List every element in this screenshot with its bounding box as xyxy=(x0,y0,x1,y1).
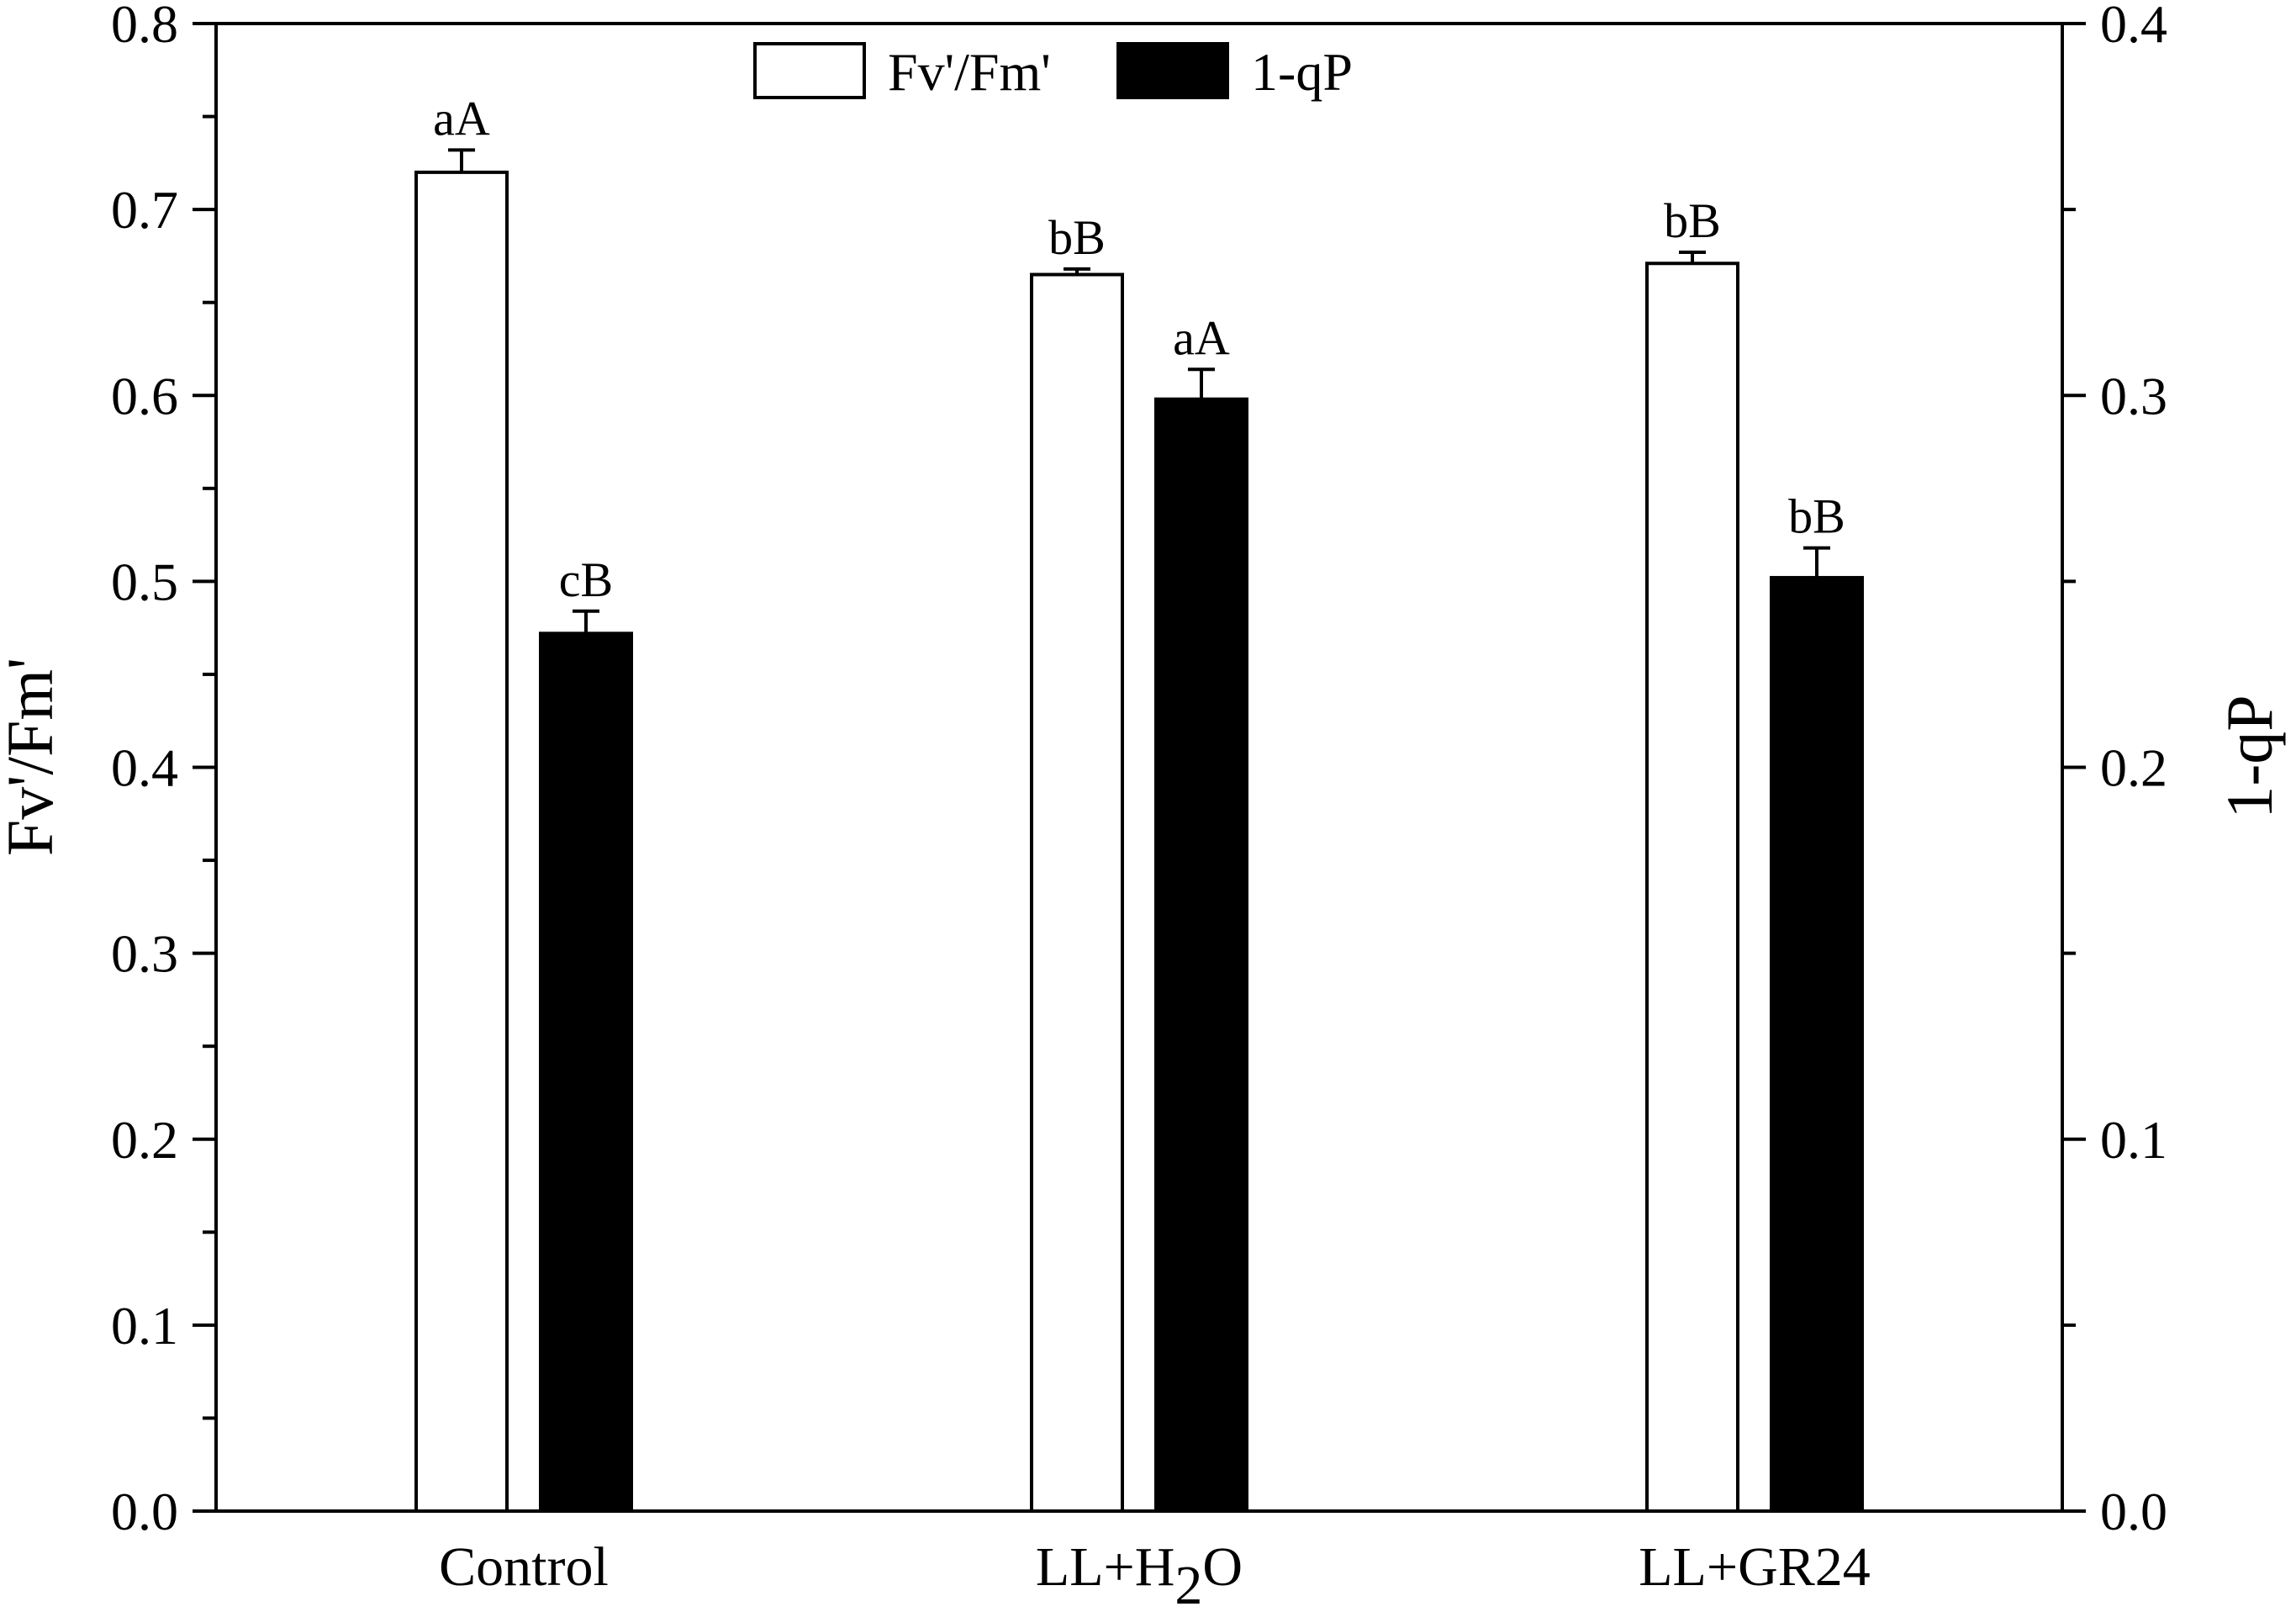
left-tick-label: 0.5 xyxy=(111,552,178,611)
left-tick-label: 0.1 xyxy=(111,1296,178,1356)
bar-significance-label: bB xyxy=(1788,489,1845,544)
bar-significance-label: cB xyxy=(559,552,613,607)
bar xyxy=(539,632,633,1513)
bar xyxy=(1645,262,1739,1514)
right-tick-label: 0.0 xyxy=(2100,1482,2167,1541)
bar xyxy=(1030,272,1124,1513)
bar-significance-label: aA xyxy=(433,91,490,145)
right-tick-label: 0.3 xyxy=(2100,366,2167,425)
bar-significance-label: bB xyxy=(1048,210,1106,265)
left-axis: 0.0 0.1 0.2 0.3 0.4 0.5 0.6 0.7 0.8 xyxy=(111,0,216,1541)
right-tick-label: 0.1 xyxy=(2100,1110,2167,1170)
x-axis: Control LL+H2O LL+GR24 xyxy=(439,1536,1871,1612)
legend-label: Fv'/Fm' xyxy=(888,42,1051,102)
x-tick-label: LL+GR24 xyxy=(1639,1536,1871,1598)
y-axis-label-right: 1-qP xyxy=(2213,695,2286,818)
bar xyxy=(1154,397,1248,1513)
bar xyxy=(1770,575,1864,1513)
bars: aA bB bB cB aA bB xyxy=(414,91,1864,1514)
left-tick-label: 0.0 xyxy=(111,1482,178,1541)
bar xyxy=(414,170,509,1513)
legend-label: 1-qP xyxy=(1251,42,1353,102)
left-tick-label: 0.6 xyxy=(111,366,178,425)
left-tick-label: 0.4 xyxy=(111,738,178,798)
x-tick-label: LL+H2O xyxy=(1036,1536,1243,1612)
right-axis: 0.0 0.1 0.2 0.3 0.4 xyxy=(2062,0,2167,1541)
y-axis-label-left: Fv'/Fm' xyxy=(0,658,66,856)
left-tick-label: 0.2 xyxy=(111,1110,178,1170)
bar-significance-label: aA xyxy=(1173,310,1230,365)
legend-swatch xyxy=(753,42,866,99)
legend: Fv'/Fm' 1-qP xyxy=(753,42,1353,102)
bar-significance-label: bB xyxy=(1664,193,1721,248)
left-tick-label: 0.8 xyxy=(111,0,178,54)
x-tick-label: Control xyxy=(439,1536,609,1598)
left-tick-label: 0.7 xyxy=(111,180,178,240)
right-tick-label: 0.4 xyxy=(2100,0,2167,54)
right-tick-label: 0.2 xyxy=(2100,738,2167,798)
legend-swatch xyxy=(1116,42,1229,99)
left-tick-label: 0.3 xyxy=(111,924,178,984)
